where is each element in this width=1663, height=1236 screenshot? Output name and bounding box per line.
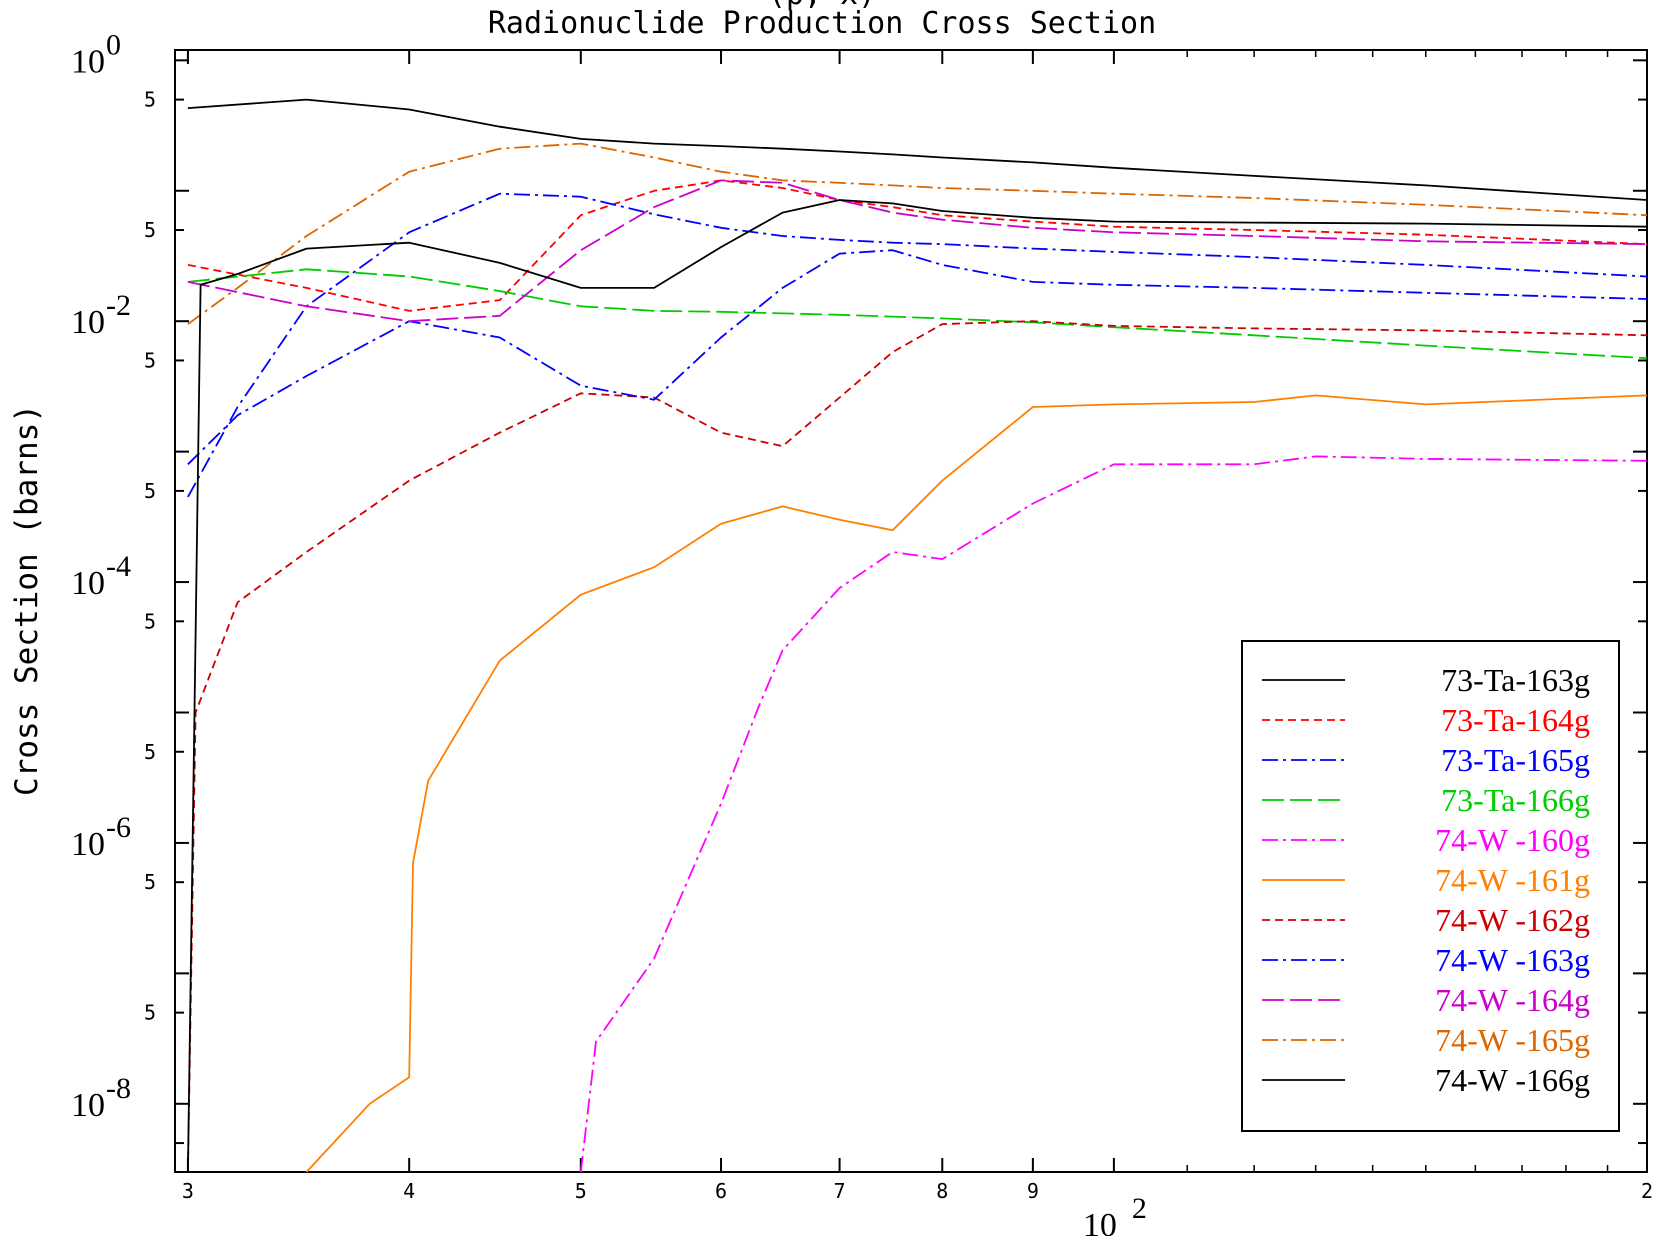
legend-box [1241,640,1620,1132]
y-five-label: 5 [144,609,156,633]
legend-label: 74-W -164g [1435,982,1590,1018]
legend: 73-Ta-163g 73-Ta-164g 73-Ta-165g 73-Ta-166g… [1241,640,1620,1132]
y-decade-label-base: 10 [71,43,105,80]
y-five-label: 5 [144,870,156,894]
legend-label: 74-W -166g [1435,1062,1590,1098]
y-decade-label-exp: -2 [106,289,131,322]
y-decade-label-base: 10 [71,304,105,341]
x-decade-label-exp: 2 [1132,1192,1147,1225]
y-five-label: 5 [144,218,156,242]
x-tick-label: 2 [1641,1179,1653,1203]
y-five-label: 5 [144,88,156,112]
y-five-label: 5 [144,740,156,764]
y-decade-label-base: 10 [71,826,105,863]
y-decade-label-exp: -8 [106,1072,131,1105]
y-axis-label: Cross Section (barns) [9,404,45,796]
series-line-2 [187,192,1648,498]
y-five-label: 5 [144,348,156,372]
y-five-label: 5 [144,1001,156,1025]
legend-label: 74-W -165g [1435,1022,1590,1058]
series-line-0 [187,98,1648,201]
y-decade-label-exp: -4 [106,550,131,583]
y-five-label: 5 [144,479,156,503]
x-tick-label: 4 [403,1179,415,1203]
legend-label: 73-Ta-165g [1441,742,1590,778]
legend-label: 74-W -162g [1435,902,1590,938]
legend-label: 74-W -161g [1435,862,1590,898]
legend-label: 73-Ta-164g [1441,702,1590,738]
series-line-8 [187,179,1648,323]
y-decade-label-base: 10 [71,565,105,602]
chart-title-top: (p, x) [768,0,876,12]
legend-label: 74-W -160g [1435,822,1590,858]
legend-label: 73-Ta-166g [1441,782,1590,818]
y-decade-label-base: 10 [71,1087,105,1124]
series-line-4 [579,455,1648,1173]
series-line-1 [187,179,1648,312]
x-tick-label: 5 [575,1179,587,1203]
chart-title: Radionuclide Production Cross Section [488,6,1156,41]
legend-label: 73-Ta-163g [1441,662,1590,698]
y-decade-label-exp: -6 [106,811,131,844]
axis-ticks [175,50,1648,1172]
legend-label: 74-W -163g [1435,942,1590,978]
x-tick-label: 3 [182,1179,194,1203]
plot-frame [174,49,1648,1173]
x-tick-label: 8 [936,1179,948,1203]
chart-title-group: (p, x) Radionuclide Production Cross Sec… [488,0,1156,41]
x-tick-label: 7 [834,1179,846,1203]
y-decade-label-exp: 0 [106,28,121,61]
series-line-5 [305,394,1648,1173]
x-decade-label-base: 10 [1083,1207,1117,1236]
series-line-7 [187,249,1648,465]
series-line-3 [187,268,1648,360]
x-tick-label: 6 [715,1179,727,1203]
series-layer [187,98,1648,1173]
series-line-6 [187,320,1648,1173]
series-line-9 [187,142,1648,325]
x-tick-label: 9 [1027,1179,1039,1203]
series-line-10 [187,199,1648,1173]
